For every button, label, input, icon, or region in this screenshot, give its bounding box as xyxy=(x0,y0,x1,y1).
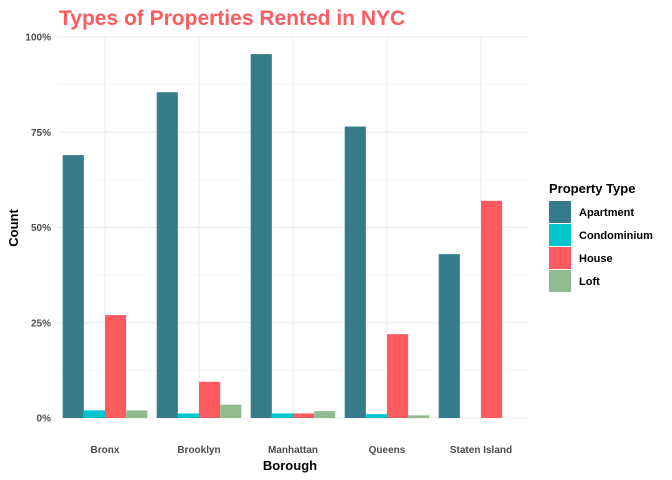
legend-key-loft xyxy=(549,270,571,292)
bar-condominium xyxy=(271,413,293,418)
bar-loft xyxy=(314,411,336,418)
legend-key-apartment xyxy=(549,201,571,223)
x-tick-labels: Bronx Brooklyn Manhattan Queens Staten Islan… xyxy=(91,445,513,456)
bar-apartment xyxy=(250,54,272,419)
legend-key-condominium xyxy=(549,224,571,246)
bar-house xyxy=(105,315,127,418)
legend: Property Type Apartment Condominium House L… xyxy=(549,181,653,292)
x-axis-title: Borough xyxy=(263,458,317,473)
bar-apartment xyxy=(344,126,366,418)
bar-condominium xyxy=(365,414,387,418)
x-tick-label: Brooklyn xyxy=(177,445,220,456)
bar-house xyxy=(387,334,409,418)
legend-title: Property Type xyxy=(549,181,635,196)
bar-loft xyxy=(220,404,242,418)
bars xyxy=(62,54,503,419)
bar-apartment xyxy=(438,254,460,418)
bar-apartment xyxy=(156,92,178,419)
bar-house xyxy=(481,200,503,418)
bar-apartment xyxy=(62,155,84,419)
legend-key-house xyxy=(549,247,571,269)
bar-house xyxy=(199,381,221,418)
y-tick-label: 0% xyxy=(37,414,52,425)
y-tick-label: 25% xyxy=(31,318,51,329)
bar-condominium xyxy=(83,410,105,418)
y-tick-label: 100% xyxy=(25,33,51,44)
y-tick-label: 50% xyxy=(31,223,51,234)
legend-label: Loft xyxy=(579,276,600,288)
y-tick-label: 75% xyxy=(31,128,51,139)
bar-house xyxy=(293,413,315,418)
bar-loft xyxy=(408,415,430,418)
y-axis-title: Count xyxy=(6,209,21,247)
x-tick-label: Queens xyxy=(369,445,406,456)
x-tick-label: Manhattan xyxy=(268,445,318,456)
bar-loft xyxy=(126,410,148,418)
y-tick-labels: 0% 25% 50% 75% 100% xyxy=(25,33,51,425)
chart-title: Types of Properties Rented in NYC xyxy=(59,7,405,30)
x-tick-label: Bronx xyxy=(91,445,120,456)
x-tick-label: Staten Island xyxy=(450,445,512,456)
legend-label: Apartment xyxy=(579,207,634,219)
legend-label: Condominium xyxy=(579,230,653,242)
legend-label: House xyxy=(579,253,613,265)
bar-condominium xyxy=(177,413,199,418)
